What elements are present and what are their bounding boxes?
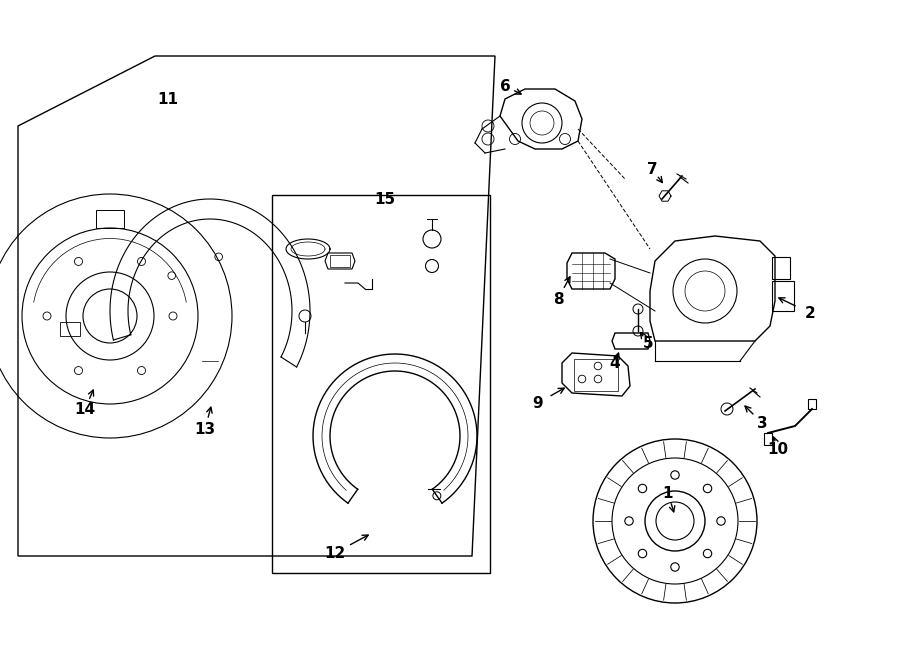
Bar <box>60 322 80 336</box>
Text: 13: 13 <box>194 422 216 436</box>
Text: 5: 5 <box>643 336 653 350</box>
Bar <box>272 195 490 573</box>
Bar <box>772 281 794 311</box>
Text: 3: 3 <box>757 416 768 430</box>
Text: 11: 11 <box>158 91 178 106</box>
Text: 1: 1 <box>662 485 673 500</box>
Text: 7: 7 <box>647 161 657 176</box>
Text: 2: 2 <box>805 305 815 321</box>
Text: 8: 8 <box>553 292 563 307</box>
Text: 12: 12 <box>324 545 346 561</box>
Bar <box>330 255 350 267</box>
Text: 10: 10 <box>768 442 788 457</box>
Text: 4: 4 <box>609 356 620 371</box>
Bar <box>772 257 790 279</box>
Bar <box>574 359 618 391</box>
Bar <box>764 433 772 445</box>
Text: 14: 14 <box>75 401 95 416</box>
Text: 6: 6 <box>500 79 510 93</box>
Text: 15: 15 <box>374 192 396 206</box>
Text: 9: 9 <box>533 395 544 410</box>
Bar <box>808 399 816 409</box>
Bar <box>96 210 124 228</box>
